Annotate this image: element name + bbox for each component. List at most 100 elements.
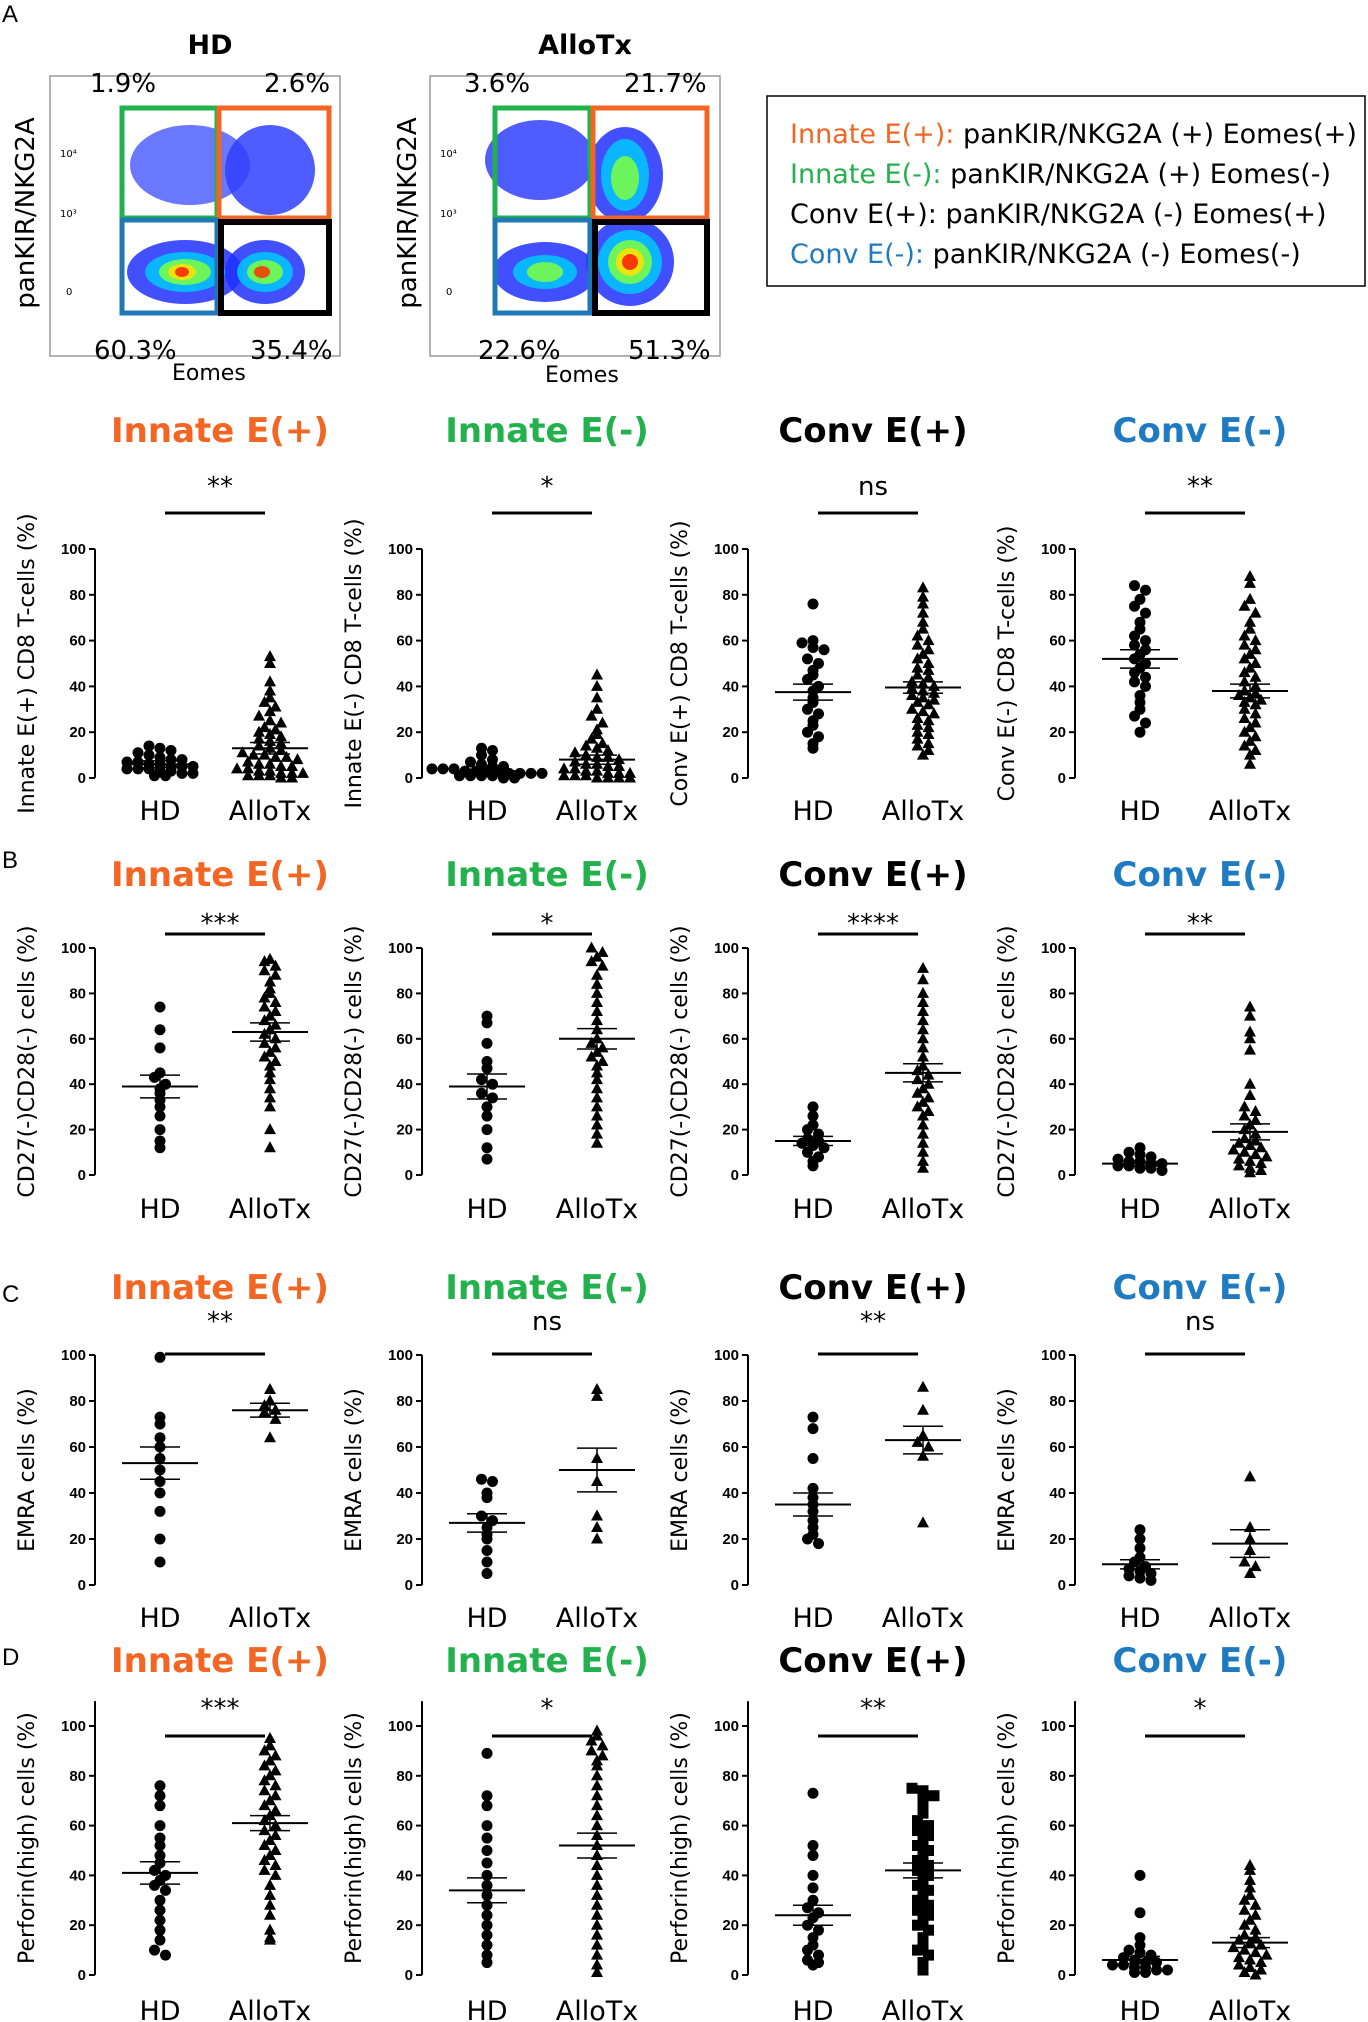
y-tick-label: 80 xyxy=(722,985,739,1002)
data-point-triangle xyxy=(1244,615,1256,627)
data-point-triangle xyxy=(1244,592,1256,604)
x-category-label: HD xyxy=(139,1603,180,1634)
data-point-triangle xyxy=(922,698,935,710)
y-tick-label: 40 xyxy=(1049,1485,1066,1502)
data-point-triangle xyxy=(906,675,918,687)
data-point-circle xyxy=(154,1487,166,1499)
data-point-triangle xyxy=(591,1383,603,1394)
y-tick-label: 80 xyxy=(722,1768,739,1785)
data-point-square xyxy=(923,1859,934,1871)
y-tick-label: 60 xyxy=(1049,633,1066,650)
data-point-triangle xyxy=(1244,1032,1256,1044)
data-point-square xyxy=(917,1807,929,1819)
data-point-triangle xyxy=(264,1009,276,1021)
data-point-triangle xyxy=(917,961,929,973)
y-tick-label: 80 xyxy=(69,985,86,1002)
scatter-chart-d-1: Innate E(+) *** 0 20 40 60 80 100 Perforin(high)… xyxy=(15,1641,329,2022)
data-point-circle xyxy=(154,1042,166,1054)
data-point-circle xyxy=(802,653,813,665)
data-point-triangle xyxy=(922,744,935,756)
data-point-triangle xyxy=(1238,1555,1251,1567)
data-point-circle xyxy=(476,1473,487,1485)
scatter-chart-b-2: Innate E(-) * 0 20 40 60 80 100 CD27(-)CD28(-) c… xyxy=(342,855,649,1225)
y-tick-label: 40 xyxy=(1049,678,1066,695)
x-category-label: HD xyxy=(1119,796,1160,827)
legend-key: Conv E(-): xyxy=(790,239,924,270)
x-category-label: AlloTx xyxy=(882,1194,964,1225)
data-point-triangle xyxy=(269,1819,282,1831)
data-point-triangle xyxy=(591,1868,603,1880)
y-tick-label: 60 xyxy=(396,1439,413,1456)
data-point-triangle xyxy=(269,1868,282,1880)
data-point-triangle xyxy=(1249,698,1262,710)
data-point-triangle xyxy=(269,968,282,980)
gate-conv-pos xyxy=(592,219,710,316)
data-point-triangle xyxy=(1260,1150,1273,1162)
data-point-triangle xyxy=(264,1898,276,1910)
data-point-triangle xyxy=(585,955,598,967)
data-point-triangle xyxy=(911,652,924,664)
x-category-label: AlloTx xyxy=(556,1996,638,2022)
data-point-circle xyxy=(154,1780,166,1792)
y-tick-label: 40 xyxy=(722,1076,739,1093)
data-point-circle xyxy=(154,1800,166,1812)
quadrant-ur-hd: 2.6% xyxy=(264,69,330,99)
y-tick-label: 100 xyxy=(714,1718,739,1735)
data-point-triangle xyxy=(1249,606,1262,618)
data-point-square xyxy=(928,1790,940,1802)
data-point-circle xyxy=(481,1949,493,1961)
data-point-triangle xyxy=(917,986,929,998)
data-point-triangle xyxy=(264,1431,276,1443)
y-tick-label: 40 xyxy=(69,1076,86,1093)
data-point-triangle xyxy=(269,723,282,735)
data-point-triangle xyxy=(264,1066,276,1078)
data-point-triangle xyxy=(1249,1560,1262,1572)
y-axis-label: CD27(-)CD28(-) cells (%) xyxy=(668,925,693,1197)
legend-desc: panKIR/NKG2A (+) Eomes(+) xyxy=(954,119,1356,150)
y-tick-label: 20 xyxy=(1049,1122,1066,1139)
data-point-circle xyxy=(149,1944,160,1956)
chart-title: Innate E(+) xyxy=(111,1268,329,1308)
significance-label: * xyxy=(1194,1694,1207,1724)
data-point-circle xyxy=(154,1832,166,1844)
data-point-circle xyxy=(154,742,166,754)
data-point-square xyxy=(923,1884,934,1896)
data-point-triangle xyxy=(1244,1567,1256,1578)
data-point-triangle xyxy=(917,597,929,609)
data-point-square xyxy=(923,1869,934,1881)
density-blob xyxy=(254,266,270,278)
data-point-triangle xyxy=(591,702,603,714)
gate-innate-pos xyxy=(590,105,710,221)
y-tick-label: 80 xyxy=(69,587,86,604)
flow-ytick-1e4: 10⁴ xyxy=(440,149,457,160)
data-point-triangle xyxy=(1244,1881,1256,1893)
x-category-label: HD xyxy=(466,796,507,827)
data-point-triangle xyxy=(591,1948,603,1960)
data-point-circle xyxy=(807,1482,819,1494)
data-point-triangle xyxy=(596,946,609,958)
data-point-circle xyxy=(1134,1869,1146,1881)
data-point-triangle xyxy=(253,764,265,776)
data-point-circle xyxy=(481,1545,493,1556)
data-point-triangle xyxy=(1244,721,1256,733)
data-point-triangle xyxy=(1255,1956,1267,1968)
significance-label: ** xyxy=(207,1307,233,1337)
data-point-square xyxy=(923,1924,934,1936)
data-point-triangle xyxy=(591,1509,603,1521)
data-point-triangle xyxy=(1244,1000,1256,1012)
data-point-triangle xyxy=(269,1829,282,1841)
data-point-circle xyxy=(807,1894,819,1906)
legend-key: Innate E(+): xyxy=(790,119,954,150)
data-point-circle xyxy=(154,1904,166,1916)
data-point-circle xyxy=(1140,635,1151,647)
data-point-circle xyxy=(187,761,199,773)
y-tick-label: 40 xyxy=(722,1485,739,1502)
x-category-label: AlloTx xyxy=(229,1603,311,1634)
y-tick-label: 80 xyxy=(69,1768,86,1785)
data-point-triangle xyxy=(258,1863,271,1875)
y-tick-label: 20 xyxy=(69,724,86,741)
data-point-triangle xyxy=(613,766,625,778)
data-point-circle xyxy=(476,742,487,754)
data-point-square xyxy=(923,1820,934,1832)
data-point-circle xyxy=(1145,1151,1157,1163)
